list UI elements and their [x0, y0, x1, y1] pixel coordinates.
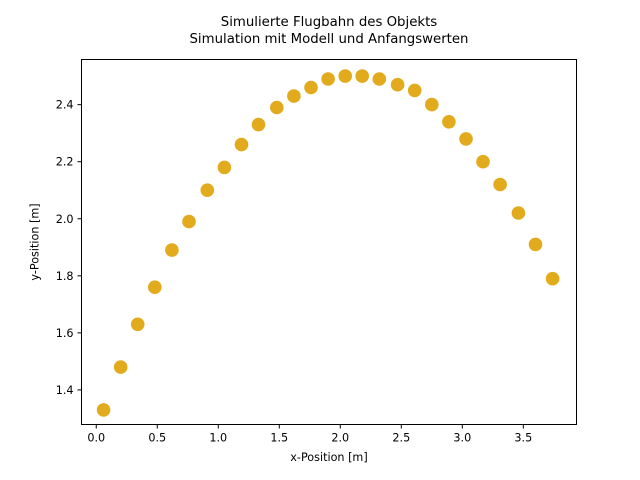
data-point	[372, 72, 387, 86]
y-tick-label: 1.8	[56, 270, 74, 283]
data-point	[390, 77, 405, 92]
data-point	[442, 115, 456, 129]
x-tick-label: 1.5	[270, 432, 288, 445]
data-point	[511, 206, 526, 220]
data-point	[304, 80, 318, 95]
y-tick-label: 2.0	[56, 213, 74, 226]
data-point	[528, 237, 543, 252]
data-point	[234, 137, 249, 152]
data-point	[338, 69, 353, 83]
data-point	[217, 160, 232, 175]
data-point	[130, 317, 145, 332]
x-tick-label: 0.5	[148, 432, 166, 445]
title-block: Simulierte Flugbahn des Objekts Simulati…	[81, 15, 577, 48]
data-point	[321, 72, 335, 86]
data-point	[493, 177, 507, 192]
data-point	[251, 117, 266, 132]
data-point	[355, 69, 370, 83]
x-tick-label: 3.5	[514, 432, 532, 445]
data-point	[113, 360, 128, 374]
data-point	[545, 271, 560, 286]
x-tick-label: 1.0	[209, 432, 227, 445]
data-point	[270, 100, 284, 115]
x-tick-label: 2.5	[392, 432, 410, 445]
y-tick-label: 1.6	[56, 327, 74, 340]
data-point	[165, 243, 179, 257]
data-point	[96, 403, 111, 417]
x-axis-label: x-Position [m]	[290, 451, 368, 464]
data-point	[459, 132, 473, 146]
chart-subtitle: Simulation mit Modell und Anfangswerten	[189, 31, 469, 47]
y-tick-label: 2.2	[56, 156, 74, 169]
axes-frame	[81, 59, 577, 425]
y-tick-label: 2.4	[56, 99, 74, 112]
data-point	[425, 97, 439, 112]
x-tick-label: 3.0	[453, 432, 471, 445]
x-tick-label: 2.0	[331, 432, 349, 445]
data-point	[287, 89, 301, 103]
data-point	[182, 214, 196, 229]
y-tick-label: 1.4	[56, 384, 74, 397]
chart-title: Simulierte Flugbahn des Objekts	[220, 15, 438, 30]
data-point	[407, 83, 422, 98]
data-point	[200, 183, 215, 197]
data-point	[476, 154, 490, 169]
x-tick-label: 0.0	[87, 432, 105, 445]
data-point	[148, 280, 162, 295]
